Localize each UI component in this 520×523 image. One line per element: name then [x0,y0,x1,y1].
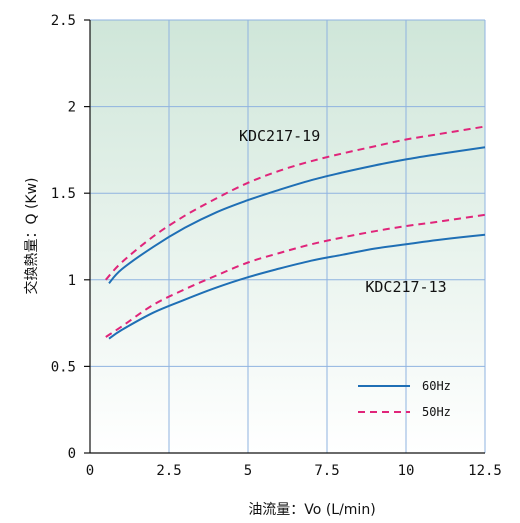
x-axis-title: 油流量：Vo (L/min) [248,502,375,518]
y-tick-label: 1.5 [51,186,76,202]
x-tick-label: 12.5 [468,463,502,479]
x-tick-label: 10 [398,463,415,479]
plot-background [90,20,485,453]
y-tick-label: 1 [68,273,76,289]
series-line-kdc217-19-60hz [108,146,486,284]
y-tick-label: 2 [68,100,76,116]
grid-lines [90,19,486,453]
y-tick-label: 2.5 [51,13,76,29]
y-tick-label: 0 [68,446,76,462]
axes [84,19,485,454]
legend-label-50hz: 50Hz [422,405,451,419]
series-line-kdc217-19-50hz [105,125,486,281]
annotation-kdc217-19: KDC217-19 [239,127,320,145]
y-axis-title: 交換熱量：Q (Kw) [23,177,40,294]
annotation-kdc217-13: KDC217-13 [365,278,446,296]
y-tick-label: 0.5 [51,359,76,375]
x-tick-label: 2.5 [156,463,181,479]
series-line-kdc217-13-50hz [105,213,486,338]
legend-label-60hz: 60Hz [422,379,451,393]
tick-labels: 0 2.5 5 7.5 10 12.5 0 0.5 1 1.5 2 2.5 [51,13,502,479]
series-line-kdc217-13-60hz [108,233,486,340]
legend: 60Hz 50Hz [358,379,451,419]
series-layer [105,125,486,340]
x-tick-label: 5 [244,463,252,479]
x-tick-label: 0 [86,463,94,479]
x-tick-label: 7.5 [314,463,339,479]
